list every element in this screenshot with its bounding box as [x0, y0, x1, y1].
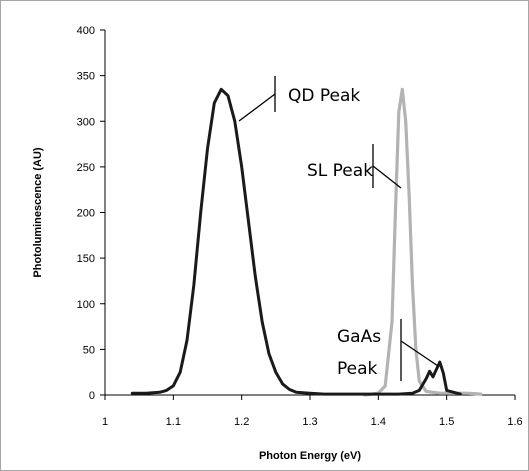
y-tick-label: 0: [89, 390, 95, 402]
annotation-label: SL Peak: [307, 161, 373, 181]
y-tick-label: 300: [77, 116, 95, 128]
qd-peak-leader: [238, 93, 276, 122]
sl-sample-series-line: [363, 87, 483, 397]
gaas-peak-leader: [400, 340, 439, 367]
x-tick-label: 1.6: [507, 416, 522, 428]
x-tick-label: 1.5: [439, 416, 454, 428]
x-tick-label: 1.2: [234, 416, 249, 428]
x-tick-label: 1.1: [166, 416, 181, 428]
y-tick-label: 200: [77, 208, 95, 220]
annotation-label: Peak: [337, 359, 378, 379]
y-tick-label: 50: [83, 344, 95, 356]
y-tick-label: 100: [77, 299, 95, 311]
sl-peak-leader: [372, 165, 402, 189]
y-tick-labels: 0 50 100 150 200 250 300 350 400: [77, 25, 95, 402]
y-tick-label: 250: [77, 162, 95, 174]
annotation-label: GaAs: [337, 327, 381, 347]
x-tick-label: 1.4: [371, 416, 386, 428]
annotation-label: QD Peak: [288, 86, 360, 106]
x-axis-title: Photon Energy (eV): [259, 450, 361, 462]
qd-sample-series-line: [130, 87, 462, 396]
annotation-leaders: [238, 76, 439, 381]
axes: [100, 29, 516, 400]
x-tick-label: 1: [102, 416, 108, 428]
x-tick-labels: 1 1.1 1.2 1.3 1.4 1.5 1.6: [102, 416, 523, 428]
y-tick-label: 150: [77, 253, 95, 265]
x-tick-label: 1.3: [302, 416, 317, 428]
y-tick-label: 350: [77, 71, 95, 83]
y-tick-label: 400: [77, 25, 95, 37]
annotations: QD Peak SL Peak GaAs Peak: [288, 86, 381, 379]
y-axis-title: Photoluminescence (AU): [32, 147, 44, 278]
series-layer: [130, 87, 483, 397]
